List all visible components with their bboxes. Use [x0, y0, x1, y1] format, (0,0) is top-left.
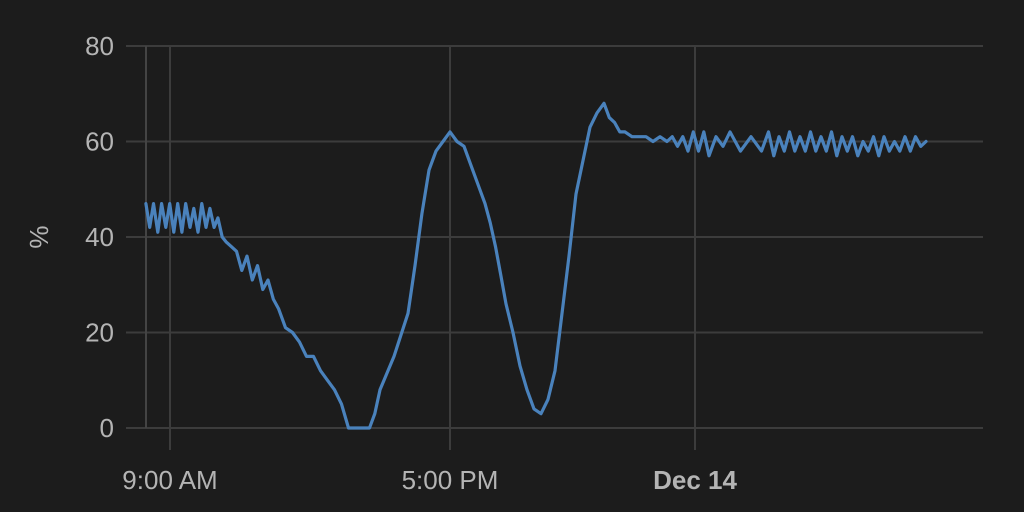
data-series-line — [144, 101, 928, 430]
y-axis-tick-labels: 0 20 40 60 80 — [85, 31, 114, 443]
y-axis-label: % — [24, 225, 54, 248]
y-tick-label: 20 — [85, 318, 114, 348]
x-tick-label: 9:00 AM — [122, 465, 217, 495]
y-tick-label: 0 — [100, 413, 114, 443]
x-gridlines — [169, 46, 696, 450]
x-tick-label: 5:00 PM — [402, 465, 499, 495]
x-axis-tick-labels: 9:00 AM 5:00 PM Dec 14 — [122, 465, 737, 495]
y-tick-label: 60 — [85, 127, 114, 157]
y-tick-label: 80 — [85, 31, 114, 61]
y-tick-label: 40 — [85, 222, 114, 252]
x-tick-label: Dec 14 — [653, 465, 737, 495]
